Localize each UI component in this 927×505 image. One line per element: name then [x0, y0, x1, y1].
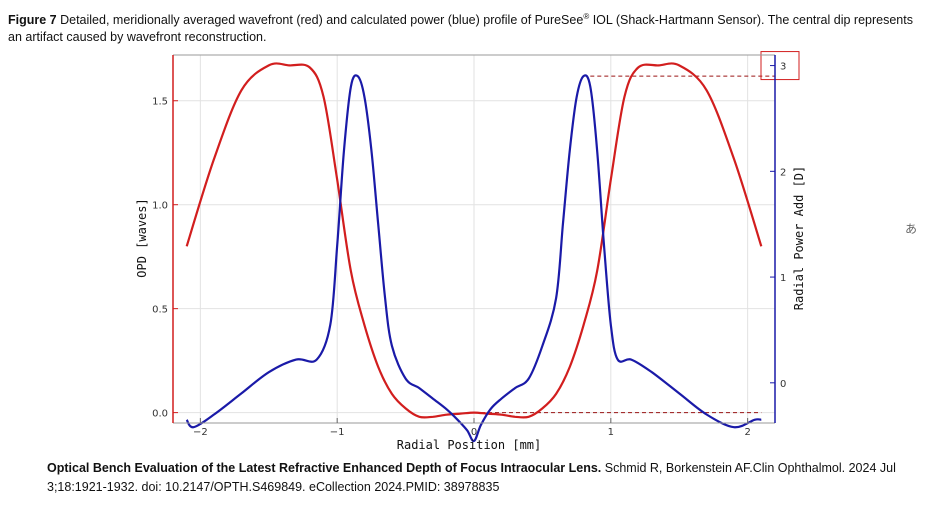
y-left-tick-label-0: 0.0: [152, 409, 168, 420]
y-axis-left-label: OPD [waves]: [135, 198, 149, 277]
y-left-tick-label-3: 1.5: [152, 97, 168, 108]
series-lines: [185, 62, 763, 443]
side-glyph: あ: [905, 222, 918, 236]
citation-details: Schmid R, Borkenstein AF.Clin Ophthalmol…: [47, 461, 896, 494]
y-left-tick-label-1: 0.5: [152, 305, 168, 316]
x-tick-label-3: 1: [608, 427, 614, 438]
y-axis-right-label: Radial Power Add [D]: [792, 166, 806, 311]
x-tick-label-0: −2: [193, 427, 208, 438]
caption-text-2: IOL (Shack-Hartmann Sensor). The central…: [8, 13, 913, 44]
annotations: [474, 51, 800, 414]
x-axis-label: Radial Position [mm]: [397, 438, 542, 452]
tick-labels: −2 −1 0 1 2 0.0 0.5 1.0 1.5 0 1 2 3: [152, 62, 786, 438]
registered-mark: ®: [583, 11, 590, 21]
y-right-tick-label-3: 3: [780, 62, 786, 73]
y-right-tick-label-2: 2: [780, 167, 786, 178]
figure-caption: Figure 7 Detailed, meridionally averaged…: [8, 12, 920, 46]
highlight-box: [760, 51, 800, 81]
y-right-tick-label-1: 1: [780, 273, 786, 284]
power-line: [185, 74, 762, 443]
wavefront-line: [185, 62, 763, 419]
x-tick-label-4: 2: [744, 427, 750, 438]
x-tick-label-1: −1: [330, 427, 345, 438]
citation-title: Optical Bench Evaluation of the Latest R…: [47, 461, 602, 475]
citation: Optical Bench Evaluation of the Latest R…: [47, 459, 917, 497]
grid-lines: [173, 55, 775, 423]
plot-frame: [172, 54, 776, 424]
figure-label: Figure 7: [8, 13, 57, 27]
x-tick-label-2: 0: [471, 427, 477, 438]
caption-text-1: Detailed, meridionally averaged wavefron…: [56, 13, 584, 27]
y-right-tick-label-0: 0: [780, 379, 786, 390]
y-left-tick-label-2: 1.0: [152, 201, 168, 212]
